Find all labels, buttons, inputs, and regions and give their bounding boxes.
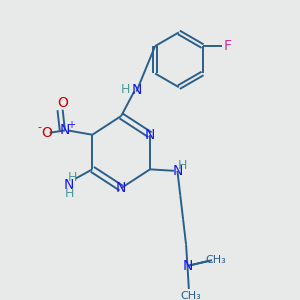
Text: H: H (178, 158, 187, 172)
Text: CH₃: CH₃ (180, 291, 201, 300)
Text: N: N (116, 181, 126, 195)
Text: N: N (214, 259, 215, 260)
Text: -: - (38, 122, 42, 133)
Text: H: H (68, 172, 77, 184)
Text: H: H (121, 83, 130, 96)
Text: F: F (223, 39, 231, 53)
Text: O: O (41, 126, 52, 140)
Text: H: H (64, 187, 74, 200)
Text: +: + (67, 120, 75, 130)
Text: O: O (57, 96, 68, 110)
Text: CH₃: CH₃ (205, 255, 226, 265)
Text: N: N (172, 164, 183, 178)
Text: N: N (64, 178, 74, 192)
Text: N: N (182, 259, 193, 273)
Text: N: N (145, 128, 155, 142)
Text: N: N (131, 83, 142, 97)
Text: N: N (60, 123, 70, 137)
